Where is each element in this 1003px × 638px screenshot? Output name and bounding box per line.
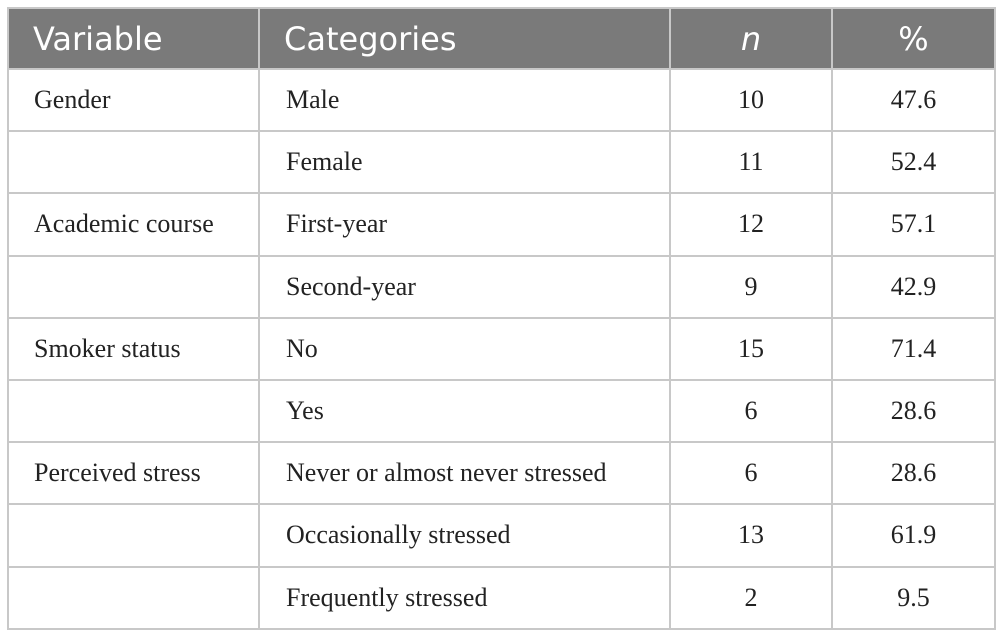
cell-category: Frequently stressed [258,565,671,630]
table-row: Perceived stress Never or almost never s… [7,441,996,506]
cell-n: 15 [669,316,833,381]
header-categories: Categories [258,7,671,70]
table-row: Gender Male 10 47.6 [7,67,996,133]
cell-percent: 28.6 [831,378,996,444]
cell-variable: Gender [7,67,260,133]
cell-n: 10 [669,67,833,133]
table-row: Smoker status No 15 71.4 [7,316,996,381]
table-row: Second-year 9 42.9 [7,254,996,319]
cell-category: Never or almost never stressed [258,441,671,506]
cell-n: 11 [669,130,833,195]
table-header: Variable Categories n % [7,7,996,70]
table-row: Occasionally stressed 13 61.9 [7,503,996,568]
cell-category: Male [258,67,671,133]
cell-category: Yes [258,378,671,444]
cell-n: 12 [669,192,833,257]
cell-variable [7,254,260,319]
demographics-table: Variable Categories n % Gender Male 10 4… [7,7,996,630]
cell-variable [7,565,260,630]
cell-n: 6 [669,441,833,506]
cell-variable [7,378,260,444]
cell-percent: 42.9 [831,254,996,319]
cell-percent: 9.5 [831,565,996,630]
cell-category: Occasionally stressed [258,503,671,568]
cell-percent: 28.6 [831,441,996,506]
cell-percent: 52.4 [831,130,996,195]
cell-percent: 47.6 [831,67,996,133]
cell-variable: Academic course [7,192,260,257]
cell-percent: 57.1 [831,192,996,257]
cell-percent: 61.9 [831,503,996,568]
table-row: Frequently stressed 2 9.5 [7,565,996,630]
cell-percent: 71.4 [831,316,996,381]
cell-category: Female [258,130,671,195]
cell-category: First-year [258,192,671,257]
header-variable: Variable [7,7,260,70]
table-row: Female 11 52.4 [7,130,996,195]
cell-variable [7,503,260,568]
cell-category: Second-year [258,254,671,319]
header-n: n [669,7,833,70]
cell-variable [7,130,260,195]
header-row: Variable Categories n % [7,7,996,70]
cell-n: 6 [669,378,833,444]
table-row: Academic course First-year 12 57.1 [7,192,996,257]
cell-variable: Smoker status [7,316,260,381]
header-percent: % [831,7,996,70]
cell-category: No [258,316,671,381]
cell-n: 9 [669,254,833,319]
cell-n: 2 [669,565,833,630]
cell-variable: Perceived stress [7,441,260,506]
table-row: Yes 6 28.6 [7,378,996,444]
cell-n: 13 [669,503,833,568]
table-body: Gender Male 10 47.6 Female 11 52.4 Acade… [7,67,996,630]
